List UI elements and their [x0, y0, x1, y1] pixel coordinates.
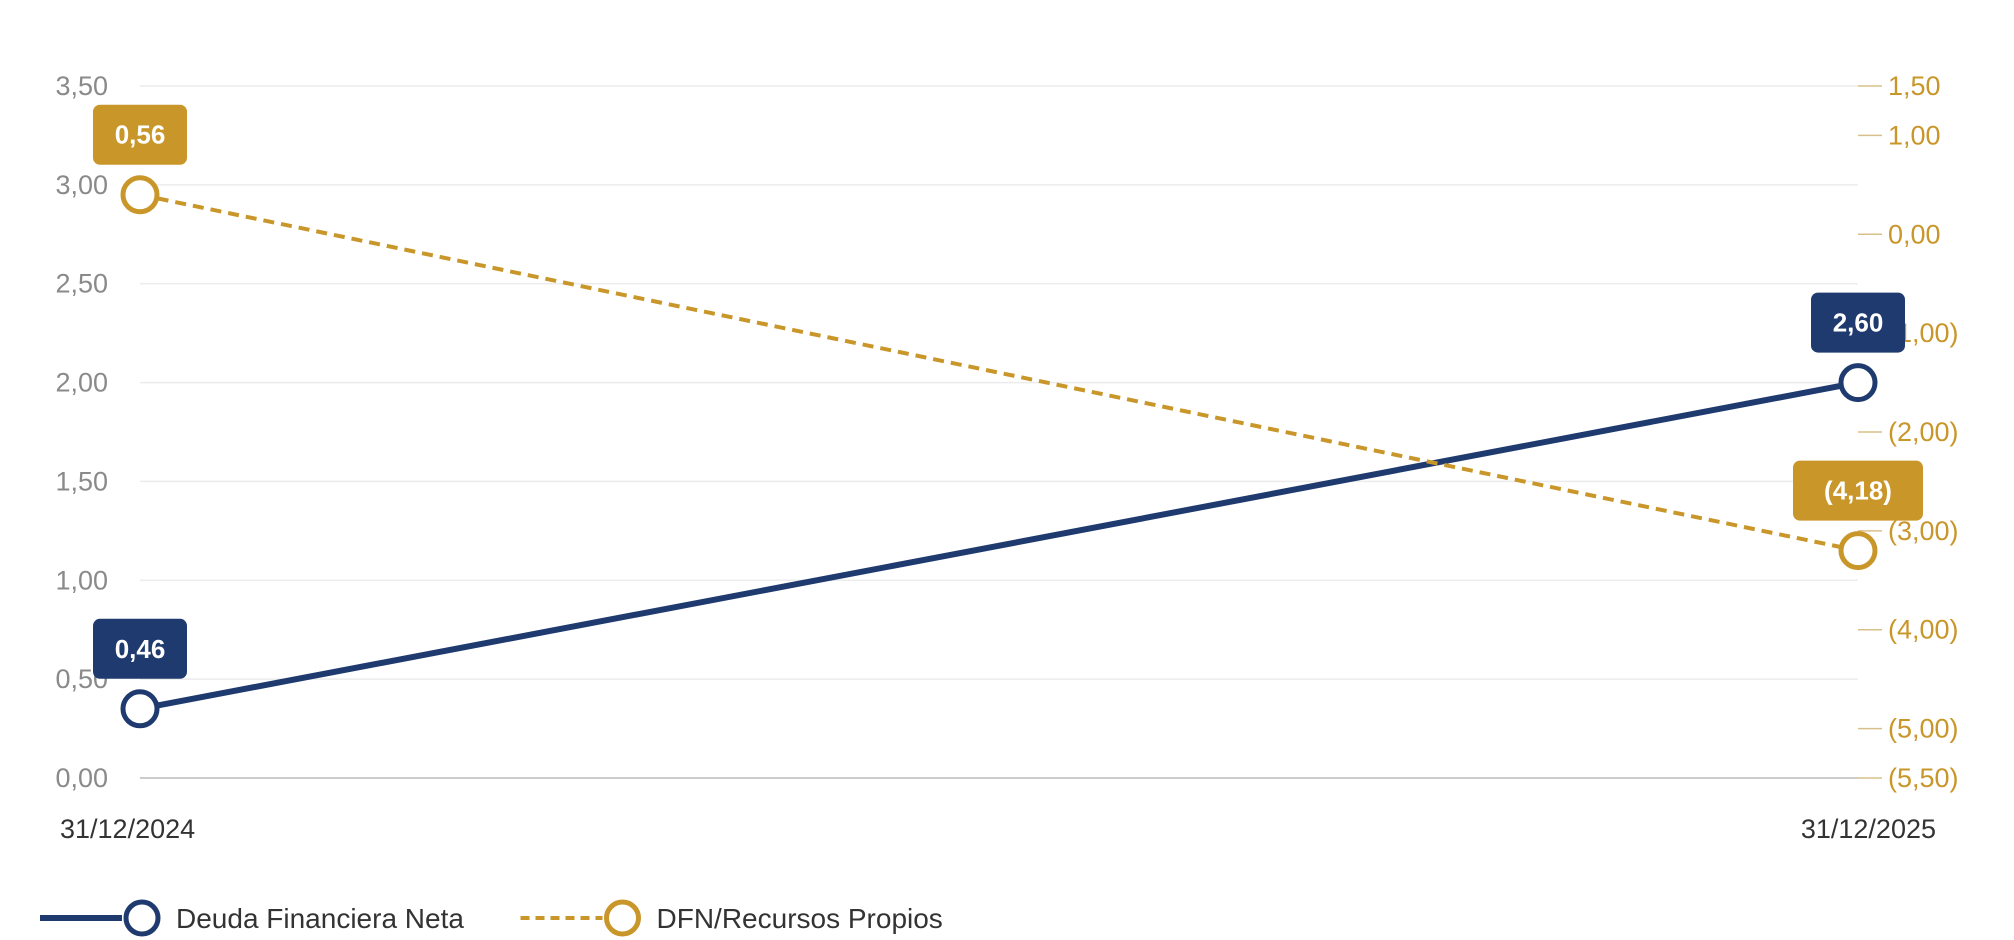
right-tick-label: 1,50 [1888, 71, 1941, 101]
legend-marker-icon [604, 899, 641, 937]
data-point-marker[interactable] [120, 689, 160, 729]
legend-label[interactable]: DFN/Recursos Propios [657, 903, 943, 934]
left-tick-label: 1,50 [55, 466, 108, 496]
series-markers[interactable] [120, 175, 1878, 729]
x-tick-label: 31/12/2025 [1801, 814, 1936, 844]
data-label-box [93, 618, 187, 679]
left-tick-label: 1,00 [55, 565, 108, 595]
left-tick-label: 0,00 [55, 763, 108, 793]
left-tick-label: 3,00 [55, 170, 108, 200]
legend-label[interactable]: Deuda Financiera Neta [176, 903, 464, 934]
left-tick-label: 2,00 [55, 368, 108, 398]
data-label: 2,60 [1833, 308, 1884, 338]
grid-lines [140, 85, 1858, 779]
data-point-marker[interactable] [120, 175, 160, 215]
series-lines [139, 192, 1859, 712]
right-tick-label: (2,00) [1888, 417, 1959, 447]
data-label: (4,18) [1824, 476, 1892, 506]
left-tick-label: 3,50 [55, 71, 108, 101]
right-tick-label: 0,00 [1888, 219, 1941, 249]
data-point-marker[interactable] [1838, 363, 1878, 403]
right-y-axis: (5,50)(5,00)(4,00)(3,00)(2,00)(1,00)0,00… [1858, 71, 1959, 793]
right-tick-label: 1,00 [1888, 120, 1941, 150]
right-tick-label: (5,00) [1888, 714, 1959, 744]
data-label: 0,46 [115, 634, 166, 664]
left-tick-label: 2,50 [55, 269, 108, 299]
data-labels: 0,46 2,60 0,56 (4,18) [93, 104, 1923, 679]
data-label: 0,56 [115, 120, 166, 150]
data-label-box [1811, 292, 1905, 353]
series-line-deuda-financiera-neta [139, 379, 1859, 712]
x-tick-label: 31/12/2024 [60, 814, 195, 844]
right-tick-label: (3,00) [1888, 516, 1959, 546]
data-label-box [93, 104, 187, 165]
left-y-axis: 0,000,501,001,502,002,503,003,50 [55, 71, 108, 793]
right-tick-label: (5,50) [1888, 763, 1959, 793]
x-axis: 31/12/2024 31/12/2025 [60, 814, 1936, 844]
series-line-dfn-recursos-propios [139, 192, 1859, 553]
data-point-marker[interactable] [1838, 531, 1878, 571]
legend-marker-icon [123, 899, 161, 937]
legend[interactable]: Deuda Financiera Neta DFN/Recursos Propio… [40, 899, 943, 937]
right-tick-label: (4,00) [1888, 615, 1959, 645]
data-label-box [1793, 460, 1923, 521]
